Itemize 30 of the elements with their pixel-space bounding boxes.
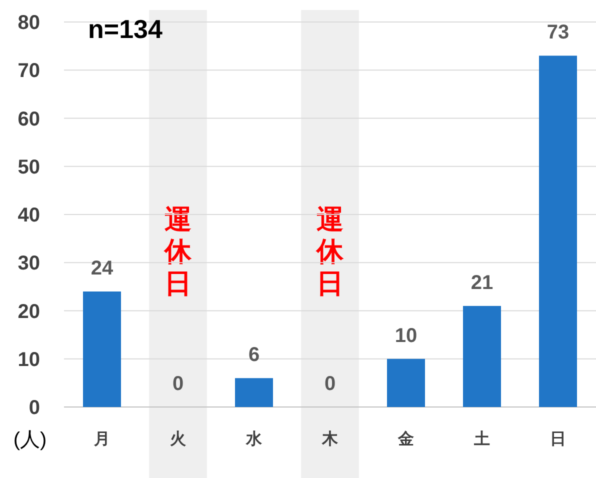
bar [83, 292, 121, 407]
x-tick-label: 木 [321, 430, 339, 448]
y-tick-label: 20 [18, 300, 40, 323]
data-label: 0 [324, 373, 336, 395]
x-tick-label: 月 [93, 431, 110, 448]
data-label: 24 [90, 258, 114, 280]
data-label: 6 [248, 344, 260, 366]
y-tick-label: 70 [18, 60, 40, 82]
y-axis-title: (人) [13, 429, 47, 451]
annotation: n=134 [88, 14, 163, 44]
y-tick-label: 10 [18, 348, 40, 371]
y-tick-label: 60 [18, 108, 40, 130]
x-tick-label: 水 [245, 430, 263, 448]
y-tick-label: 80 [18, 12, 40, 34]
x-tick-label: 日 [550, 431, 566, 448]
x-tick-label: 火 [170, 430, 187, 448]
y-tick-label: 40 [18, 204, 40, 226]
x-tick-label: 金 [397, 430, 414, 448]
bar [387, 358, 425, 407]
y-tick-label: 0 [28, 397, 40, 419]
x-tick-label: 土 [473, 430, 490, 448]
data-label: 21 [470, 272, 494, 294]
data-label: 0 [172, 373, 184, 395]
bar [235, 378, 273, 407]
y-tick-label: 50 [18, 156, 40, 178]
bar [463, 306, 501, 407]
y-tick-label: 30 [18, 252, 40, 275]
data-label: 73 [546, 22, 570, 44]
bar [539, 56, 577, 407]
data-label: 10 [394, 324, 418, 347]
